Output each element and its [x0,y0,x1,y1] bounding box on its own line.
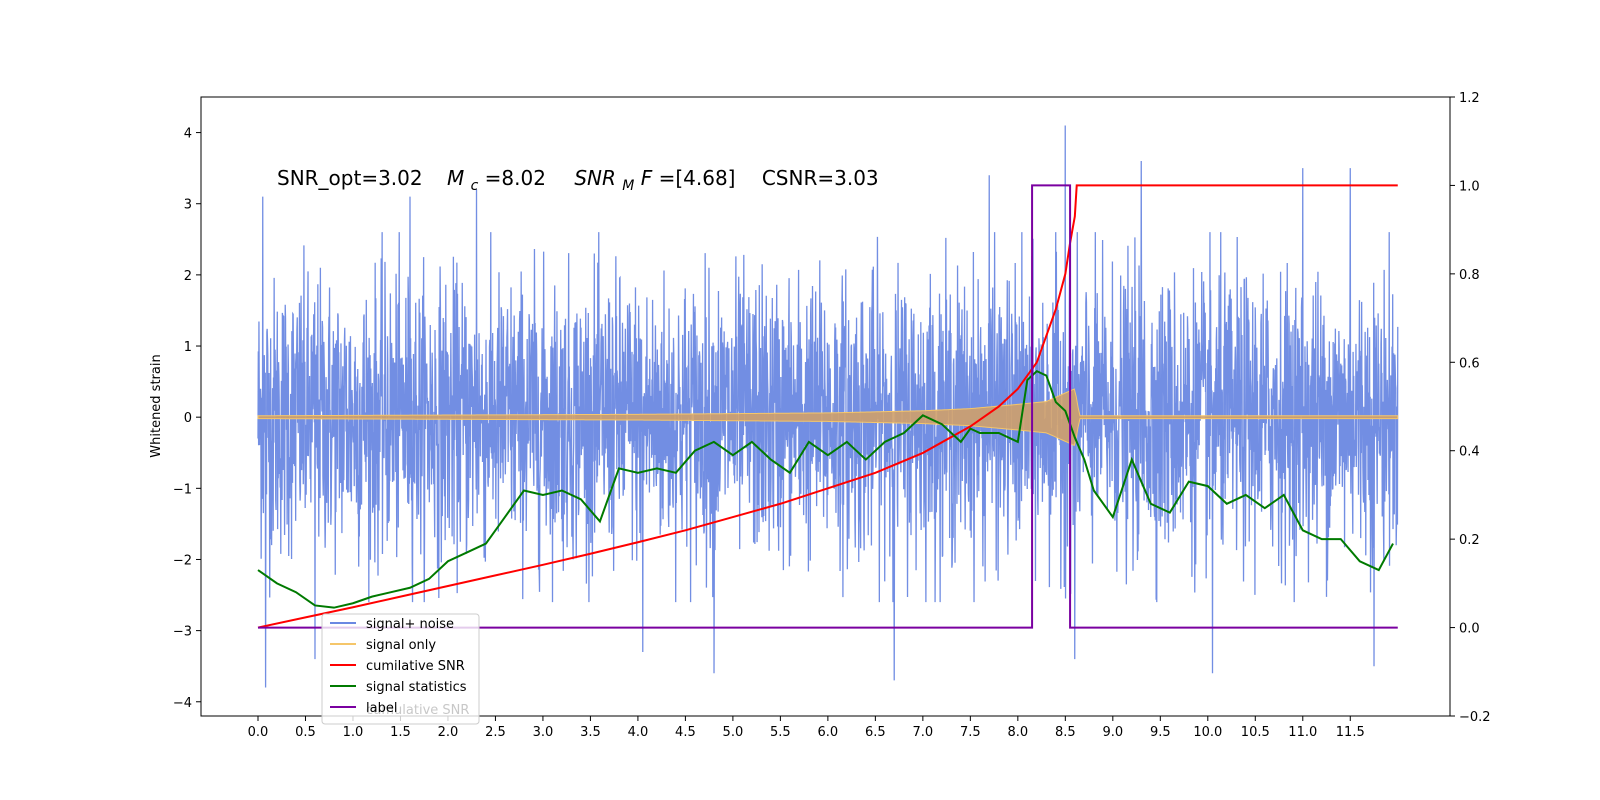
y-tick-label-left: 4 [184,127,192,142]
x-tick-label: 11.5 [1336,725,1365,740]
series-layer [257,125,1399,688]
x-tick-label: 11.0 [1288,725,1317,740]
x-tick-label: 10.0 [1193,725,1222,740]
y-tick-label-left: −1 [173,482,192,497]
x-tick-label: 8.0 [1007,725,1028,740]
y-tick-label-left: 3 [184,198,192,213]
x-tick-label: 2.5 [485,725,506,740]
y-tick-label-right: 1.0 [1459,179,1480,194]
y-axis-right: 1.2 1.0 0.8 0.6 0.4 0.2 0.0 −0.2 [1450,91,1491,725]
y-tick-label-right: 1.2 [1459,91,1480,106]
series-signal-noise [257,125,1399,688]
x-tick-label: 9.5 [1150,725,1171,740]
y-tick-label-right: 0.8 [1459,268,1480,283]
y-tick-label-left: 1 [184,340,192,355]
y-tick-label-left: −3 [173,625,192,640]
annotation-snrmf-symbol: SNR [574,166,616,190]
x-tick-label: 1.0 [343,725,364,740]
legend-box [321,613,480,725]
legend-underlay-text: cumulative SNR [366,703,469,718]
y-tick-label-left: −2 [173,553,192,568]
series-signal-statistics [257,369,1394,609]
series-signal-only [257,388,1399,447]
annotation-mc-sub: c [471,178,479,194]
x-tick-label: 4.5 [675,725,696,740]
x-tick-label: 5.0 [723,725,744,740]
y-axis-label-left: Whitened strain [149,354,164,457]
x-tick-label: 4.0 [628,725,649,740]
y-tick-label-right: 0.6 [1459,356,1480,371]
annotation-snrmf-value: =[4.68] [659,166,736,190]
legend-label: signal statistics [366,680,467,695]
y-tick-label-left: −4 [173,696,192,711]
annotation-csnr: CSNR=3.03 [762,166,879,190]
x-tick-label: 7.5 [960,725,981,740]
x-tick-label: 8.5 [1055,725,1076,740]
chart-annotation: SNR_opt=3.02 M c =8.02 SNR M F =[4.68] C… [277,166,879,195]
y-tick-label-right: −0.2 [1459,710,1491,725]
y-tick-label-right: 0.0 [1459,622,1480,637]
annotation-snrmf-symbol2: F [641,166,653,190]
x-tick-label: 3.5 [580,725,601,740]
x-tick-label: 1.5 [390,725,411,740]
x-axis: 0.0 0.5 1.0 1.5 2.0 2.5 3.0 3.5 4.0 4.5 5.0 5.5 6.0 6… [248,716,1365,740]
y-tick-label-right: 0.4 [1459,445,1480,460]
legend-label: cumilative SNR [366,659,465,674]
y-tick-label-left: 2 [184,269,192,284]
legend-label: signal only [366,638,436,653]
annotation-mc-symbol: M [447,166,464,190]
y-tick-label-right: 0.2 [1459,533,1480,548]
x-tick-label: 9.0 [1102,725,1123,740]
x-tick-label: 0.0 [248,725,269,740]
legend: cumulative SNR signal+ noise signal only c… [321,613,480,725]
plot-frame [200,96,1451,717]
x-tick-label: 7.0 [913,725,934,740]
x-tick-label: 10.5 [1241,725,1270,740]
x-tick-label: 0.5 [295,725,316,740]
legend-label: label [366,701,397,716]
x-tick-label: 5.5 [770,725,791,740]
x-tick-label: 3.0 [533,725,554,740]
annotation-mc-value: =8.02 [485,166,546,190]
x-tick-label: 2.0 [438,725,459,740]
y-tick-label-left: 0 [184,411,192,426]
x-tick-label: 6.0 [818,725,839,740]
y-axis-left: 4 3 2 1 0 −1 −2 −3 −4 [173,127,201,711]
x-tick-label: 6.5 [865,725,886,740]
series-label [257,184,1398,629]
annotation-snrmf-sub: M [622,178,634,194]
legend-label: signal+ noise [366,617,454,632]
annotation-snr-opt: SNR_opt=3.02 [277,166,423,190]
